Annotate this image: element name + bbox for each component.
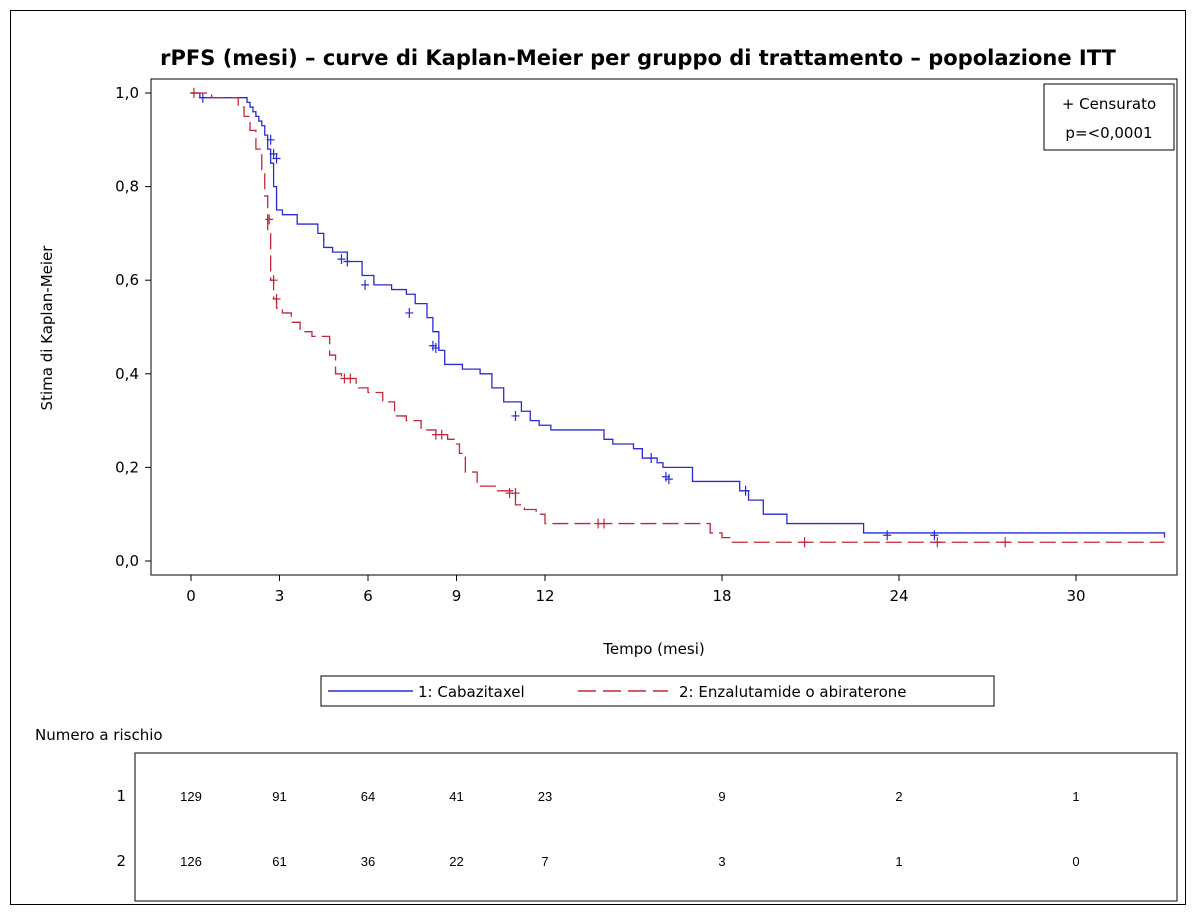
risk-value: 22	[449, 854, 463, 869]
risk-value: 1	[895, 854, 902, 869]
risk-value: 61	[272, 854, 286, 869]
censor-mark	[800, 537, 809, 548]
risk-value: 129	[180, 789, 202, 804]
x-tick-label: 24	[889, 587, 908, 605]
censor-mark	[1001, 537, 1010, 548]
y-tick-label: 0,4	[115, 365, 139, 383]
chart-title: rPFS (mesi) – curve di Kaplan-Meier per …	[160, 46, 1116, 70]
p-value: p=<0,0001	[1065, 124, 1152, 142]
censor-mark	[664, 474, 673, 485]
censor-mark	[265, 214, 274, 225]
risk-value: 0	[1072, 854, 1079, 869]
censor-mark	[511, 410, 520, 421]
y-tick-label: 0,8	[115, 178, 139, 196]
y-tick-label: 0,0	[115, 552, 139, 570]
censor-mark	[337, 254, 346, 265]
figure-frame: rPFS (mesi) – curve di Kaplan-Meier per …	[10, 10, 1186, 905]
censor-mark	[511, 488, 520, 499]
risk-row-label: 2	[116, 852, 126, 870]
x-tick-label: 0	[186, 587, 196, 605]
censor-mark	[343, 256, 352, 267]
series-1-curve	[191, 92, 1166, 538]
risk-table-title: Numero a rischio	[35, 726, 163, 744]
risk-row-label: 1	[116, 787, 126, 805]
inset-frame	[1043, 83, 1175, 151]
legend-label-1: 1: Cabazitaxel	[418, 683, 525, 701]
risk-value: 36	[361, 854, 375, 869]
risk-value: 1	[1072, 789, 1079, 804]
risk-value: 91	[272, 789, 286, 804]
x-tick-label: 6	[363, 587, 373, 605]
risk-value: 7	[541, 854, 548, 869]
censor-mark	[883, 530, 892, 541]
censor-mark	[266, 134, 275, 145]
risk-value: 2	[895, 789, 902, 804]
censor-mark	[269, 275, 278, 286]
risk-value: 41	[449, 789, 463, 804]
risk-value: 23	[538, 789, 552, 804]
y-tick-label: 1,0	[115, 84, 139, 102]
censor-label: + Censurato	[1062, 95, 1156, 113]
series-2-curve	[191, 92, 1165, 543]
risk-value: 9	[718, 789, 725, 804]
x-tick-label: 3	[275, 587, 285, 605]
risk-table-frame	[134, 752, 1178, 902]
inset-box: + Censurato p=<0,0001	[1043, 83, 1175, 151]
x-axis: 0 3 6 9 12 18 24 30	[186, 575, 1086, 605]
x-tick-label: 18	[712, 587, 731, 605]
censor-mark	[431, 343, 440, 354]
x-tick-label: 30	[1066, 587, 1085, 605]
risk-value: 64	[361, 789, 375, 804]
y-tick-label: 0,2	[115, 458, 139, 476]
censor-mark	[647, 453, 656, 464]
censor-mark	[437, 429, 446, 440]
legend: 1: Cabazitaxel 2: Enzalutamide o abirate…	[320, 675, 995, 707]
y-axis-label: Stima di Kaplan-Meier	[38, 245, 56, 411]
censor-mark	[346, 373, 355, 384]
y-axis: 0,0 0,2 0,4 0,6 0,8 1,0	[115, 84, 151, 570]
censor-mark	[600, 518, 608, 529]
censor-mark	[189, 88, 198, 98]
plot-area	[150, 78, 1178, 576]
censor-mark	[272, 153, 281, 164]
censor-mark	[272, 293, 281, 304]
censor-mark	[741, 485, 750, 496]
risk-value: 3	[718, 854, 725, 869]
censor-mark	[198, 92, 207, 103]
censor-mark	[405, 307, 414, 318]
y-tick-label: 0,6	[115, 271, 139, 289]
risk-value: 126	[180, 854, 202, 869]
km-chart: rPFS (mesi) – curve di Kaplan-Meier per …	[35, 46, 1178, 902]
x-tick-label: 9	[452, 587, 462, 605]
risk-table: 1 129 91 64 41 23 9 2 1 2 126 61 36 22 7 3 1 0	[116, 787, 1079, 870]
series-layer	[189, 88, 1166, 548]
x-axis-label: Tempo (mesi)	[602, 640, 704, 658]
legend-label-2: 2: Enzalutamide o abiraterone	[679, 683, 907, 701]
censor-mark	[361, 279, 370, 290]
censor-mark	[933, 537, 942, 548]
x-tick-label: 12	[535, 587, 554, 605]
censor-mark	[930, 530, 939, 541]
